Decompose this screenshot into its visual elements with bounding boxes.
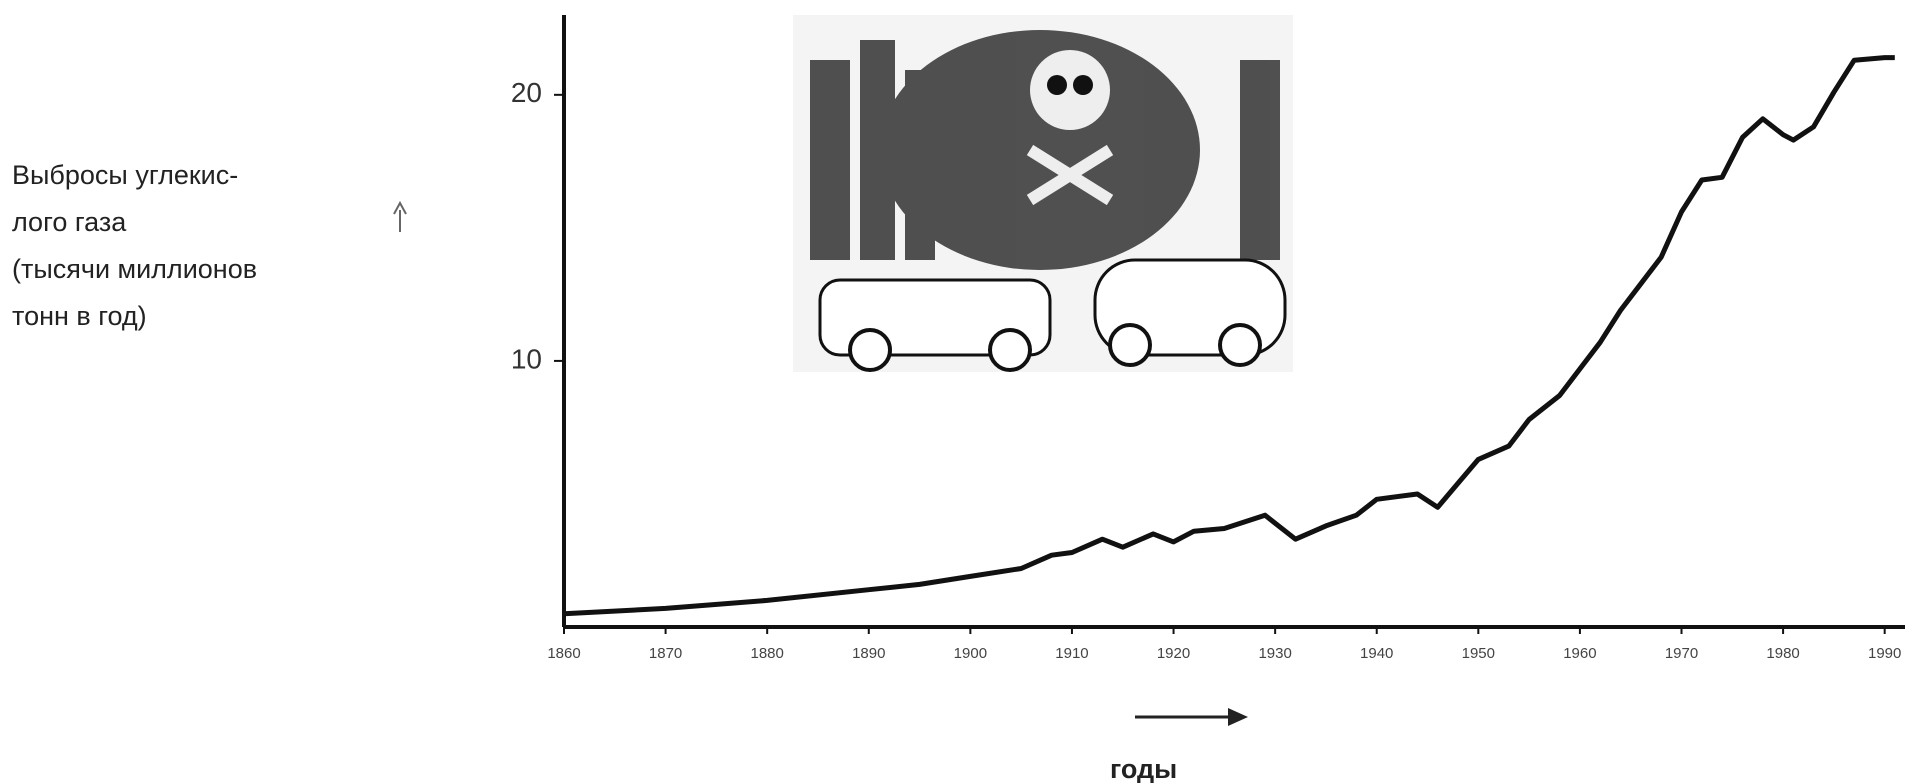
x-tick-label: 1960 [1563, 645, 1596, 662]
y-axis-label: тонн в год) [12, 301, 147, 331]
x-tick-label: 1870 [649, 645, 682, 662]
x-tick-label: 1990 [1868, 645, 1901, 662]
chart: годы Выбросы углекис-лого газа (тысячи ми… [0, 0, 1913, 783]
x-tick-label: 1910 [1055, 645, 1088, 662]
x-tick-label: 1940 [1360, 645, 1393, 662]
x-arrow [1135, 708, 1248, 726]
x-tick-label: 1980 [1766, 645, 1799, 662]
y-tick-label: 10 [511, 343, 542, 374]
x-tick-label: 1950 [1462, 645, 1495, 662]
y-axis-label: (тысячи миллионов [12, 254, 257, 284]
x-tick-label: 1920 [1157, 645, 1190, 662]
illustration [793, 15, 1293, 372]
x-tick-label: 1880 [750, 645, 783, 662]
y-arrow [394, 203, 406, 232]
x-tick-label: 1970 [1665, 645, 1698, 662]
x-tick-label: 1860 [547, 645, 580, 662]
x-tick-label: 1890 [852, 645, 885, 662]
x-axis-label: годы [1110, 754, 1177, 783]
y-axis-label: Выбросы углекис- [12, 160, 238, 190]
y-tick-label: 20 [511, 77, 542, 108]
x-tick-label: 1930 [1258, 645, 1291, 662]
y-axis-label: лого газа [12, 207, 127, 237]
x-tick-label: 1900 [954, 645, 987, 662]
